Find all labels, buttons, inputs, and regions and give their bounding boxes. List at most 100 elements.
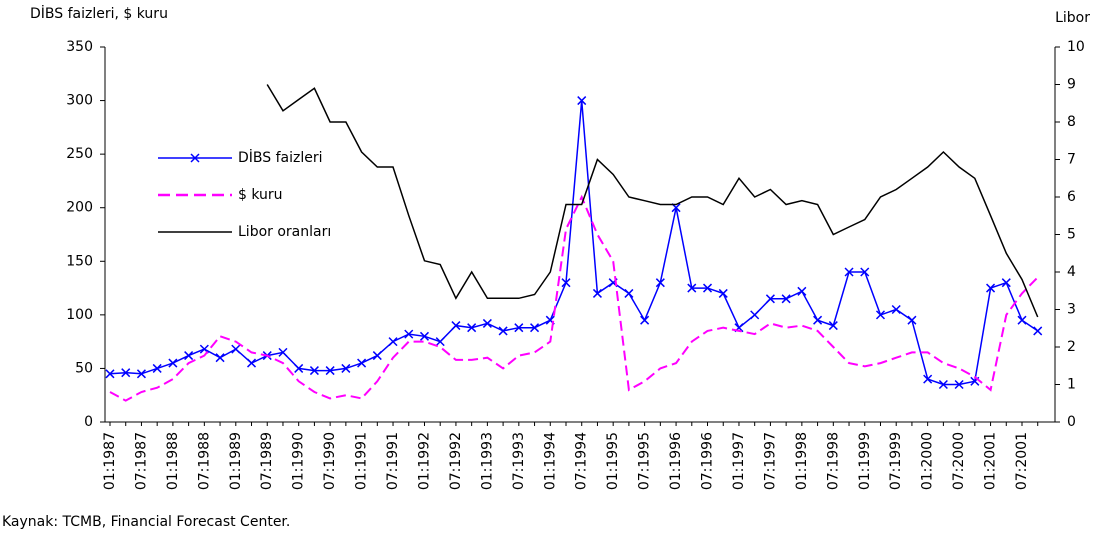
data-point — [1033, 326, 1043, 336]
y-tick-label: 150 — [66, 253, 93, 269]
y-tick-label: 0 — [84, 414, 93, 430]
data-point — [891, 304, 901, 315]
data-point — [938, 379, 948, 390]
x-tick-label: 01:1995 — [605, 432, 621, 490]
series-line — [109, 194, 1039, 402]
x-tick-label: 01:1991 — [354, 432, 370, 490]
y2-tick-label: 2 — [1067, 339, 1076, 355]
data-point — [278, 347, 288, 357]
data-point — [325, 366, 335, 376]
data-point — [577, 96, 587, 106]
y-tick-label: 100 — [66, 307, 93, 323]
y-tick-label: 50 — [75, 360, 93, 376]
data-point — [655, 278, 665, 288]
x-tick-label: 07:1990 — [322, 432, 338, 490]
x-tick-label: 01:2000 — [920, 432, 936, 490]
data-point — [813, 315, 823, 325]
data-point — [986, 283, 996, 293]
y2-tick-label: 8 — [1067, 114, 1076, 130]
data-point — [419, 331, 430, 341]
y2-tick-label: 7 — [1067, 152, 1076, 168]
data-point — [309, 366, 319, 376]
data-point — [1001, 278, 1011, 288]
data-point — [388, 337, 398, 347]
source: Kaynak: TCMB, Financial Forecast Center. — [2, 514, 290, 530]
data-point — [702, 283, 713, 293]
x-tick-label: 07:1998 — [825, 432, 841, 490]
legend-label: DİBS faizleri — [238, 148, 323, 166]
x-tick-label: 07:1995 — [637, 432, 653, 490]
data-point — [184, 351, 194, 361]
legend-label: Libor oranları — [238, 224, 331, 240]
x-tick-label: 07:1991 — [385, 432, 401, 490]
data-point — [561, 278, 571, 288]
x-tick-label: 07:1987 — [133, 432, 149, 490]
data-point — [231, 344, 241, 354]
data-point — [530, 323, 540, 333]
data-point — [750, 310, 760, 320]
y2-axis-label: Libor — [1055, 10, 1090, 26]
legend-marker — [190, 153, 200, 163]
data-point — [860, 267, 870, 277]
y2-tick-label: 3 — [1067, 302, 1076, 318]
y2-tick-label: 0 — [1067, 414, 1076, 430]
x-tick-label: 01:1997 — [731, 432, 747, 490]
y2-tick-label: 4 — [1067, 264, 1076, 280]
data-point — [765, 294, 775, 304]
series-line — [109, 100, 1039, 386]
x-tick-label: 01:1989 — [228, 432, 244, 490]
data-point — [404, 329, 414, 339]
x-tick-label: 01:1996 — [668, 432, 684, 490]
y-tick-label: 300 — [66, 93, 93, 109]
data-point — [215, 353, 225, 363]
legend-label: $ kuru — [238, 187, 283, 203]
data-point — [907, 315, 917, 325]
y-axis-label: DİBS faizleri, $ kuru — [30, 4, 168, 22]
data-point — [451, 321, 461, 331]
x-tick-label: 07:1989 — [259, 432, 275, 490]
x-tick-label: 01:1999 — [857, 432, 873, 490]
data-point — [624, 288, 634, 298]
y2-tick-label: 9 — [1067, 77, 1076, 93]
x-tick-label: 07:1992 — [448, 432, 464, 490]
data-point — [781, 294, 791, 304]
data-point — [372, 351, 382, 361]
y2-tick-label: 1 — [1067, 377, 1076, 393]
x-tick-label: 01:1993 — [479, 432, 495, 490]
data-point — [294, 363, 304, 373]
data-point — [875, 310, 886, 320]
data-point — [435, 337, 445, 347]
data-point — [498, 326, 508, 336]
data-point — [687, 283, 697, 293]
data-point — [718, 288, 728, 298]
data-point — [482, 318, 492, 328]
y2-tick-label: 10 — [1067, 39, 1085, 55]
x-tick-label: 01:1990 — [291, 432, 307, 490]
x-tick-label: 01:2001 — [983, 432, 999, 490]
data-point — [923, 374, 933, 384]
data-point — [136, 369, 146, 379]
x-tick-label: 01:1998 — [794, 432, 810, 490]
data-point — [467, 323, 477, 333]
data-point — [246, 358, 257, 368]
data-point — [341, 363, 351, 373]
data-point — [357, 358, 367, 368]
data-point — [797, 286, 807, 296]
x-tick-label: 01:1987 — [102, 432, 118, 490]
data-point — [121, 368, 131, 378]
data-point — [640, 315, 650, 325]
series-line — [266, 84, 1039, 318]
data-point — [844, 267, 854, 277]
data-point — [168, 358, 178, 368]
x-tick-label: 01:1994 — [542, 432, 558, 490]
y-tick-label: 200 — [66, 200, 93, 216]
data-point — [105, 369, 115, 379]
x-tick-label: 07:2000 — [951, 432, 967, 490]
data-point — [1017, 315, 1027, 325]
x-tick-label: 01:1992 — [416, 432, 432, 490]
y2-tick-label: 5 — [1067, 227, 1076, 243]
data-point — [514, 323, 524, 333]
x-tick-label: 07:2001 — [1014, 432, 1030, 490]
x-tick-label: 07:1993 — [511, 432, 527, 490]
